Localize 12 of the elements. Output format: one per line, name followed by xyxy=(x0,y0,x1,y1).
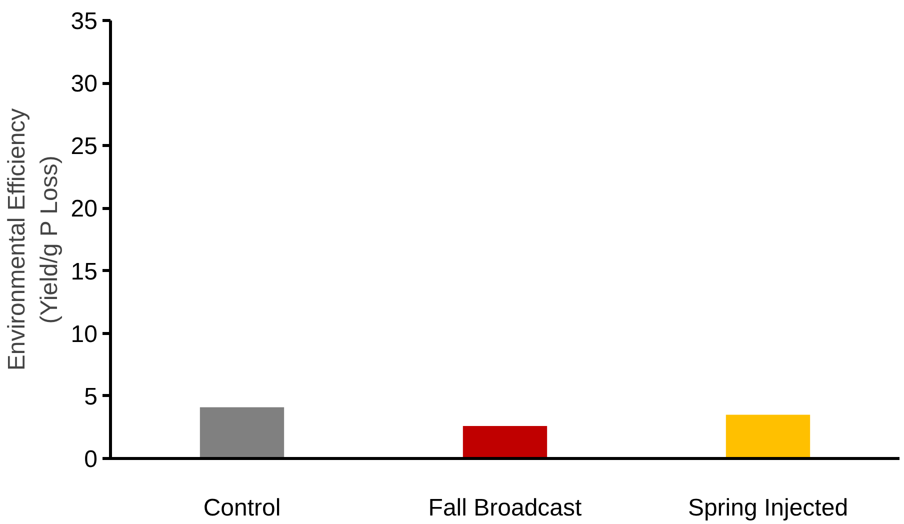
y-tick-label: 0 xyxy=(84,446,98,473)
y-tick-label: 35 xyxy=(70,8,98,35)
x-tick-label: Spring Injected xyxy=(688,494,848,522)
y-axis-title: Environmental Efficiency (Yield/g P Loss) xyxy=(3,108,63,371)
y-tick-label: 15 xyxy=(70,258,98,286)
y-tick-label: 30 xyxy=(70,70,98,98)
y-tick-label: 20 xyxy=(70,196,98,223)
x-tick-label: Control xyxy=(203,494,281,522)
x-tick-label: Fall Broadcast xyxy=(428,494,582,522)
y-tick-label: 5 xyxy=(84,383,98,410)
y-tick-label: 25 xyxy=(70,133,98,160)
y-tick-label: 10 xyxy=(70,320,98,348)
